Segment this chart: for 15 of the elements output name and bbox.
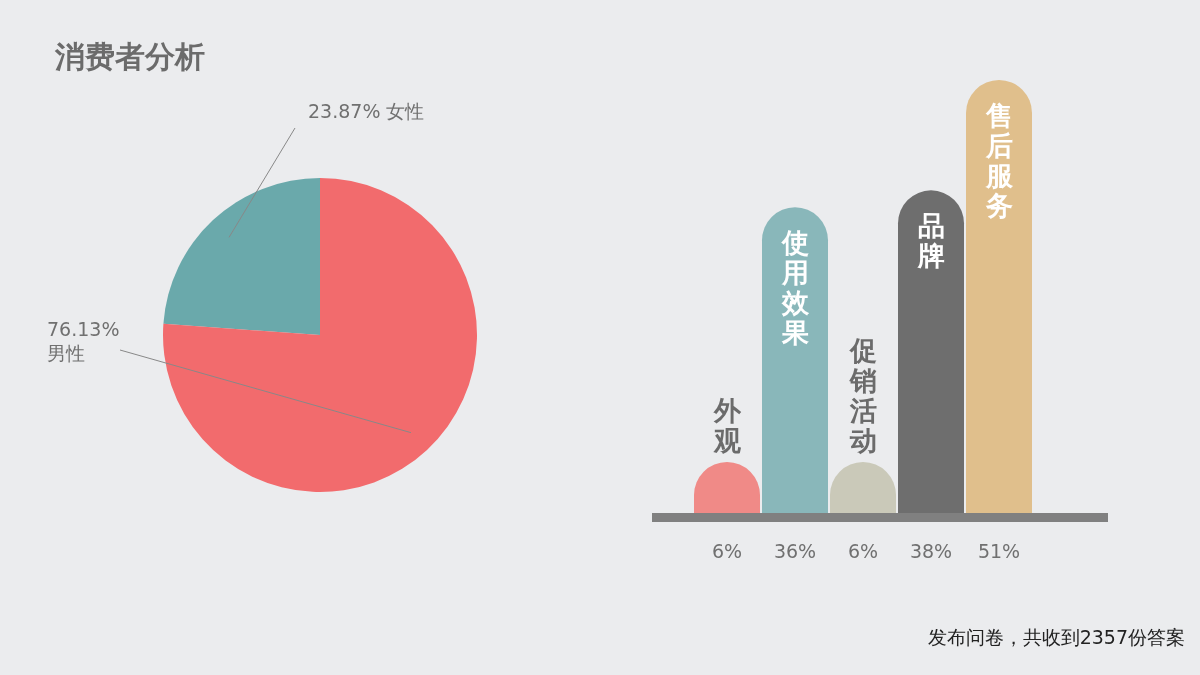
- x-tick-label: 使用效果: [780, 227, 810, 349]
- slice-label: 男性: [47, 342, 85, 364]
- x-tick-label: 品牌: [916, 210, 945, 272]
- x-tick-label: 促销活动: [848, 335, 877, 457]
- data-label: 36%: [773, 540, 817, 562]
- slice-label: 23.87% 女性: [308, 100, 425, 122]
- data-label: 76.13%: [47, 318, 120, 340]
- x-tick-label: 售后服务: [984, 100, 1014, 221]
- data-label: 6%: [711, 540, 743, 562]
- chart-title: 消费者分析: [54, 39, 205, 74]
- text: 发布问卷，共收到2357份答案: [927, 626, 1185, 648]
- data-label: 38%: [909, 540, 953, 562]
- data-label: 51%: [977, 540, 1021, 562]
- data-label: 6%: [847, 540, 879, 562]
- x-tick-label: 外观: [712, 395, 742, 457]
